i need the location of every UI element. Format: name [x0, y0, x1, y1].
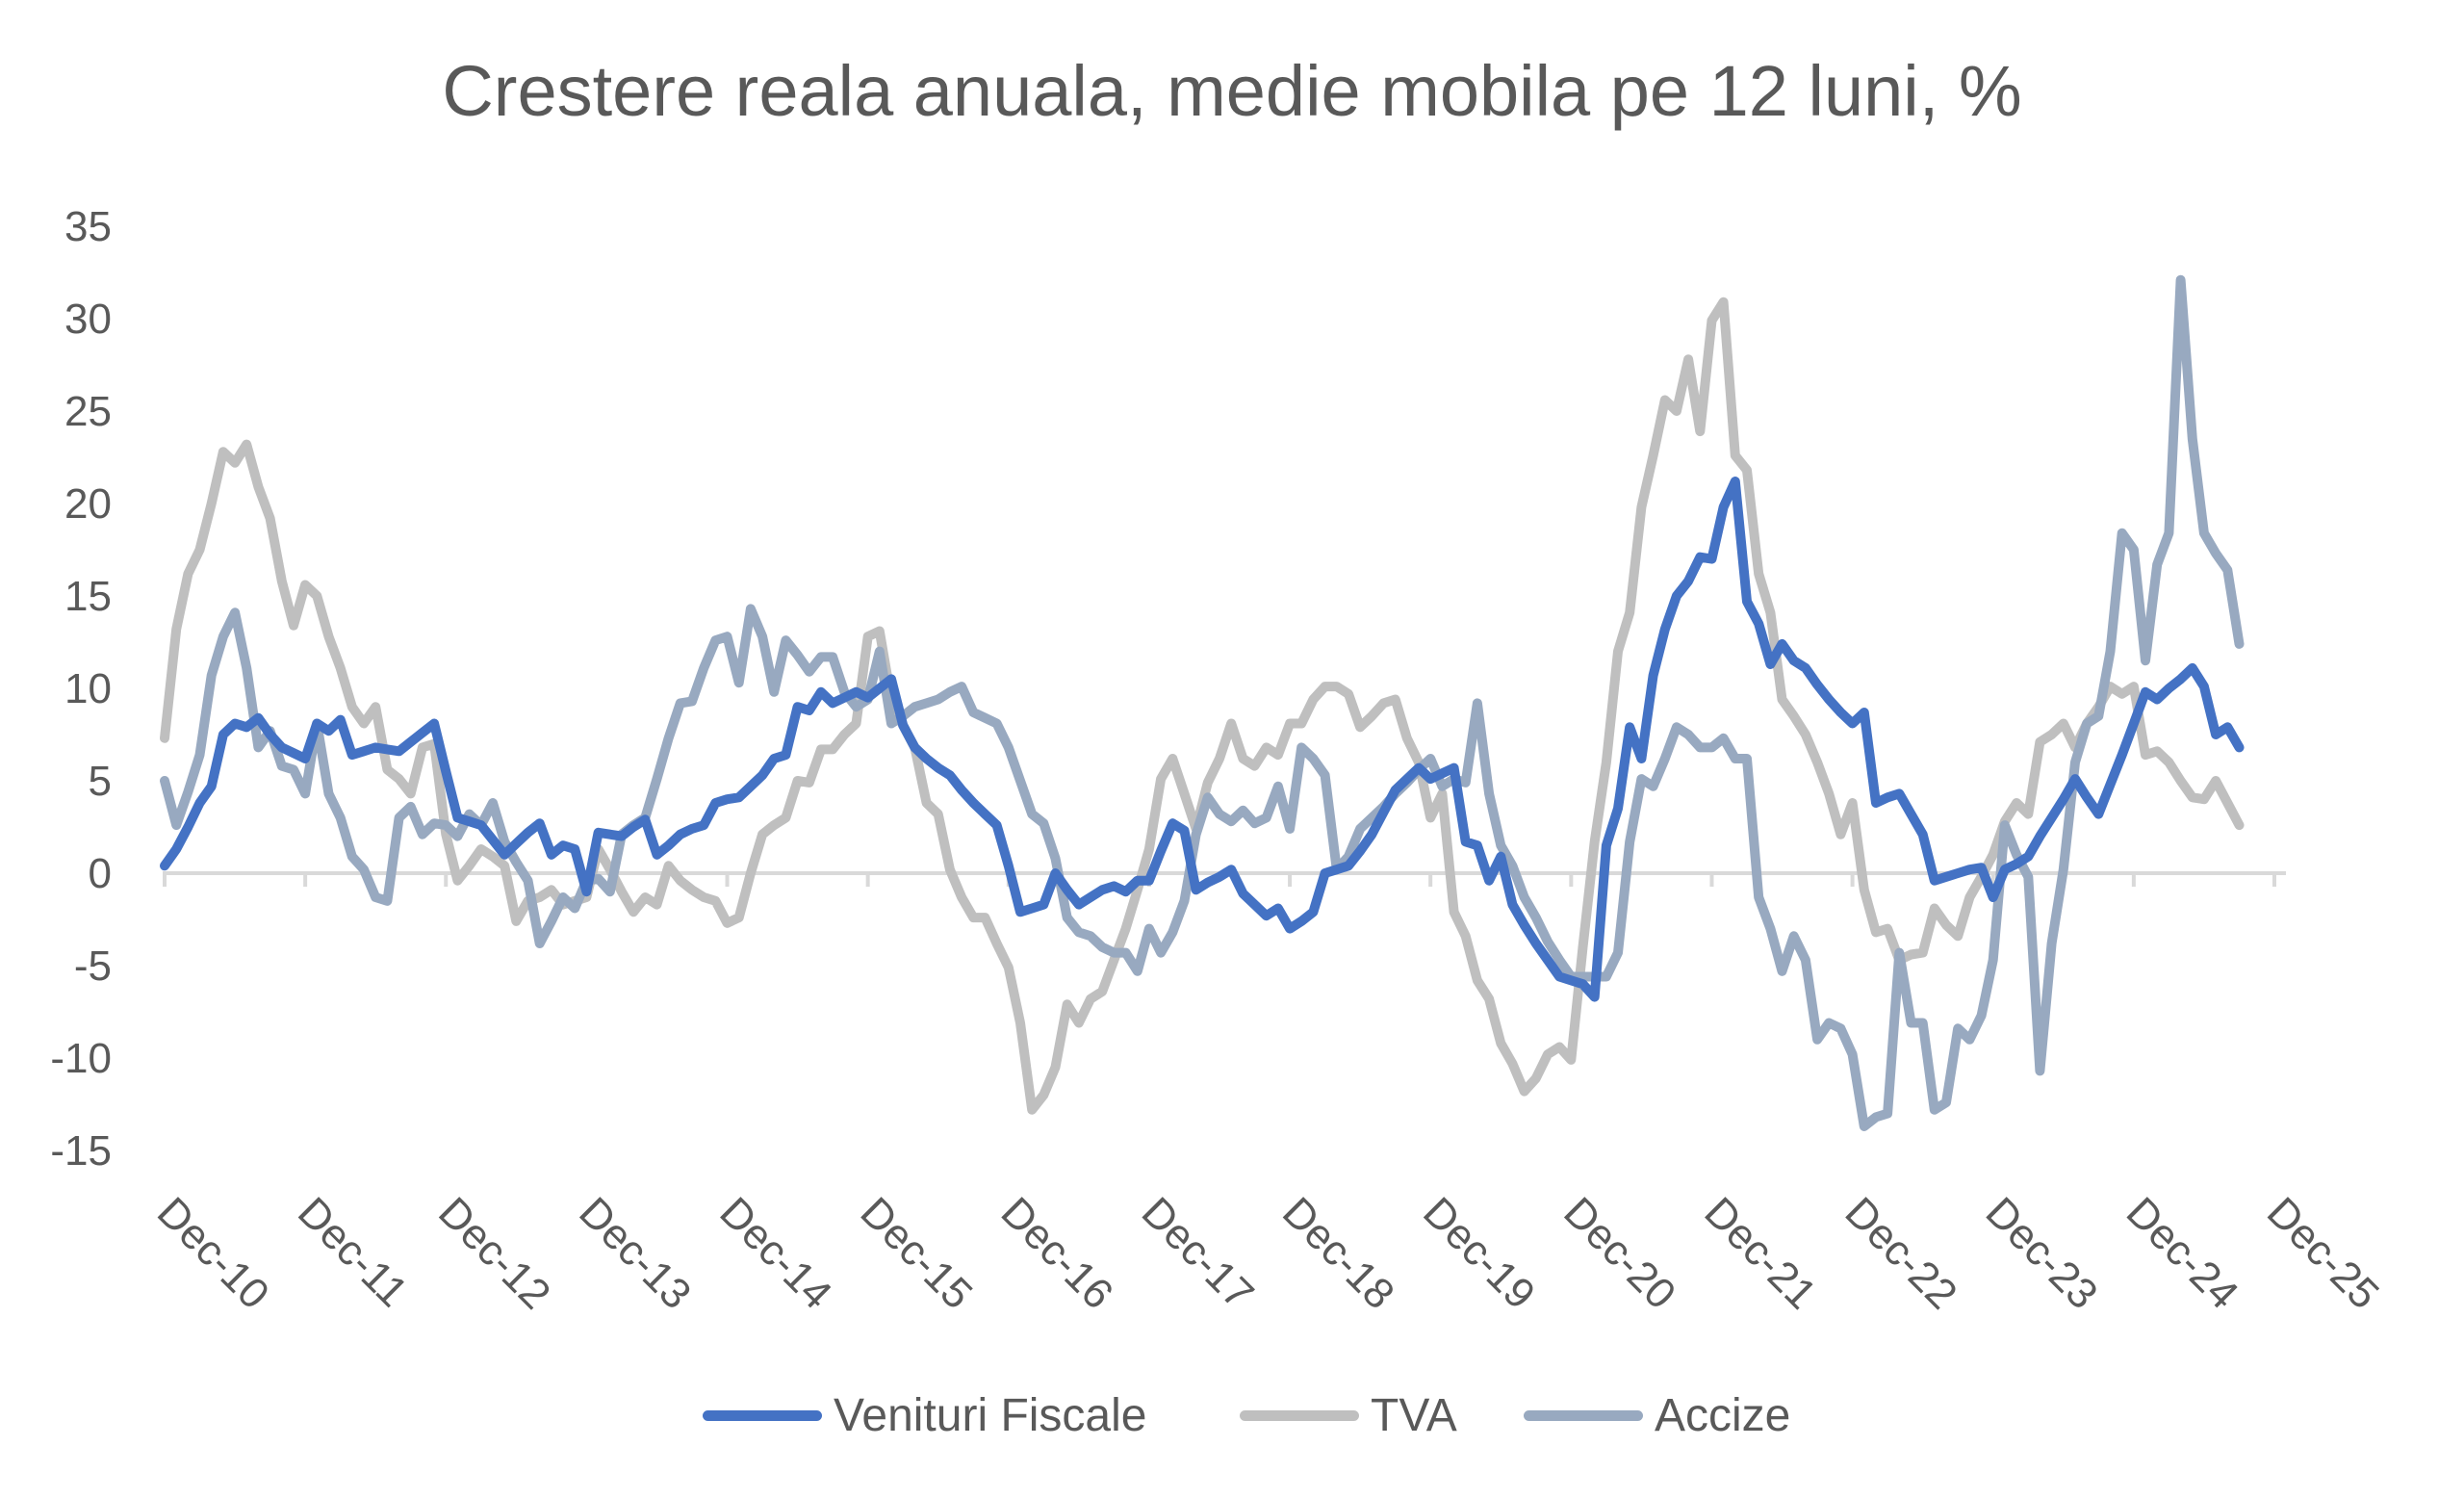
y-tick-label: 10 [64, 665, 112, 712]
x-tick-label: Dec-18 [1273, 1188, 1403, 1318]
x-tick-label: Dec-17 [1133, 1188, 1263, 1318]
y-tick-label: 15 [64, 573, 112, 620]
x-tick-label: Dec-14 [710, 1188, 840, 1318]
legend-swatch-venituri-fiscale [703, 1409, 822, 1421]
x-tick-label: Dec-13 [570, 1188, 700, 1318]
x-tick-label: Dec-15 [852, 1188, 982, 1318]
series-line-tva [160, 297, 2245, 1115]
x-tick-label: Dec-16 [992, 1188, 1122, 1318]
y-tick-label: 20 [64, 480, 112, 528]
y-tick-label: -5 [74, 943, 112, 990]
y-tick-label: 30 [64, 296, 112, 343]
y-axis: 35 30 25 20 15 10 5 0 -5 -10 -15 [50, 203, 112, 1175]
x-tick-label: Dec-11 [289, 1188, 417, 1316]
legend-label-accize: Accize [1655, 1389, 1791, 1441]
y-tick-label: 0 [89, 850, 112, 897]
x-tick-label: Dec-21 [1695, 1188, 1825, 1318]
y-tick-label: 5 [89, 758, 112, 805]
x-tick-label: Dec-22 [1836, 1188, 1966, 1318]
y-tick-label: 25 [64, 388, 112, 435]
x-tick-label: Dec-19 [1414, 1188, 1544, 1318]
x-tick-label: Dec-10 [148, 1188, 278, 1318]
x-tick-label: Dec-12 [429, 1188, 559, 1318]
x-tick-label: Dec-23 [1977, 1188, 2107, 1318]
legend: Venituri Fiscale [703, 1386, 1146, 1444]
series-layer [160, 274, 2245, 1131]
y-tick-label: -15 [50, 1127, 112, 1175]
legend: Accize [1524, 1386, 1790, 1444]
y-tick-label: 35 [64, 203, 112, 250]
y-tick-label: -10 [50, 1035, 112, 1082]
chart-title: Crestere reala anuala, medie mobila pe 1… [442, 51, 2022, 131]
series-line-venituri-fiscale [160, 477, 2245, 1002]
x-tick-label: Dec-24 [2118, 1188, 2247, 1318]
legend: TVA [1240, 1386, 1457, 1444]
legend-swatch-tva [1240, 1409, 1359, 1421]
legend-label-venituri-fiscale: Venituri Fiscale [834, 1389, 1147, 1441]
legend-label-tva: TVA [1371, 1389, 1457, 1441]
series-line-accize [160, 274, 2245, 1131]
legend-swatch-accize [1524, 1409, 1643, 1421]
x-tick-label: Dec-25 [2258, 1188, 2388, 1318]
x-tick-label: Dec-20 [1554, 1188, 1684, 1318]
